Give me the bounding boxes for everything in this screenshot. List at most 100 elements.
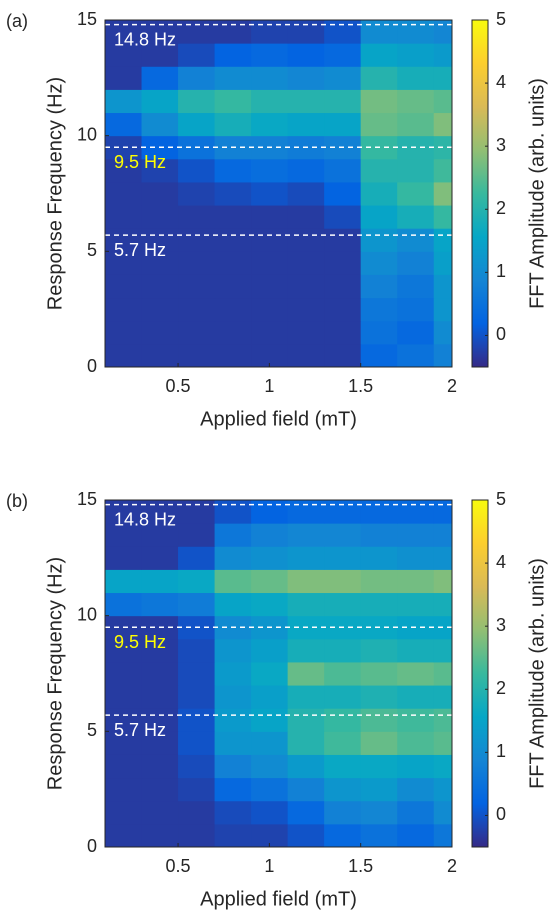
heatmap-cell bbox=[141, 823, 179, 848]
heatmap-cell bbox=[141, 181, 179, 206]
heatmap-cell bbox=[433, 135, 453, 160]
heatmap-cell bbox=[105, 20, 143, 44]
heatmap-cell bbox=[287, 343, 325, 368]
heatmap-cell bbox=[178, 546, 216, 570]
heatmap-cell bbox=[141, 777, 179, 802]
heatmap-cell bbox=[214, 592, 252, 617]
heatmap-cell bbox=[287, 685, 325, 709]
heatmap-cell bbox=[178, 661, 216, 686]
heatmap-cell bbox=[251, 158, 289, 183]
heatmap-cell bbox=[433, 546, 453, 570]
heatmap-cell bbox=[397, 112, 435, 137]
heatmap-cell bbox=[178, 112, 216, 137]
heatmap-cell bbox=[251, 66, 289, 90]
heatmap-cell bbox=[178, 20, 216, 44]
heatmap-cell bbox=[178, 320, 216, 345]
heatmap-cell bbox=[324, 20, 362, 44]
heatmap-cell bbox=[397, 592, 435, 617]
heatmap-cell bbox=[433, 823, 453, 848]
heatmap-cell bbox=[251, 685, 289, 709]
heatmap-cell bbox=[433, 43, 453, 67]
reference-label: 5.7 Hz bbox=[114, 240, 166, 260]
heatmap-cell bbox=[251, 638, 289, 663]
heatmap-cell bbox=[214, 777, 252, 802]
heatmap-cell bbox=[141, 297, 179, 322]
heatmap-cell bbox=[251, 754, 289, 779]
heatmap-cell bbox=[214, 297, 252, 322]
heatmap-cell bbox=[214, 823, 252, 848]
heatmap-cell bbox=[397, 297, 435, 322]
heatmap-cell bbox=[214, 523, 252, 547]
heatmap-cell bbox=[433, 251, 453, 275]
heatmap-cell bbox=[287, 320, 325, 345]
heatmap-cell bbox=[397, 754, 435, 779]
heatmap-cell bbox=[433, 343, 453, 368]
heatmap-cell bbox=[360, 500, 398, 524]
heatmap-cell bbox=[105, 569, 143, 594]
heatmap-cell bbox=[433, 274, 453, 299]
heatmap-cell bbox=[433, 731, 453, 755]
heatmap-cell bbox=[397, 546, 435, 570]
heatmap-cell bbox=[324, 731, 362, 755]
colorbar-tick-label: 3 bbox=[496, 615, 506, 635]
heatmap-cell bbox=[433, 800, 453, 825]
heatmap-cell bbox=[178, 251, 216, 275]
heatmap-cell bbox=[433, 615, 453, 640]
heatmap-cell bbox=[324, 661, 362, 686]
heatmap-cell bbox=[251, 112, 289, 137]
y-tick-label: 10 bbox=[77, 124, 97, 144]
heatmap-cell bbox=[287, 777, 325, 802]
heatmap-cell bbox=[105, 754, 143, 779]
heatmap-cell bbox=[214, 181, 252, 206]
heatmap-cell bbox=[324, 638, 362, 663]
colorbar-tick-label: 4 bbox=[496, 72, 506, 92]
heatmap-cell bbox=[178, 66, 216, 90]
heatmap-cell bbox=[141, 205, 179, 229]
heatmap-cell bbox=[105, 592, 143, 617]
heatmap-cell bbox=[214, 89, 252, 114]
heatmap-cell bbox=[178, 297, 216, 322]
heatmap-cell bbox=[397, 569, 435, 594]
heatmap-cell bbox=[433, 708, 453, 732]
heatmap-cell bbox=[141, 800, 179, 825]
heatmap-cell bbox=[178, 592, 216, 617]
heatmap-cell bbox=[360, 158, 398, 183]
heatmap-cell bbox=[433, 205, 453, 229]
heatmap-cell bbox=[178, 777, 216, 802]
heatmap-cell bbox=[105, 43, 143, 67]
heatmap-cell bbox=[360, 546, 398, 570]
heatmap-cell bbox=[433, 89, 453, 114]
heatmap-cell bbox=[397, 638, 435, 663]
heatmap-cell bbox=[178, 685, 216, 709]
heatmap-cell bbox=[287, 731, 325, 755]
heatmap-cell bbox=[251, 800, 289, 825]
x-tick-label: 1.5 bbox=[348, 856, 373, 876]
x-tick-label: 1 bbox=[264, 856, 274, 876]
heatmap-cell bbox=[324, 523, 362, 547]
heatmap-cell bbox=[324, 228, 362, 252]
heatmap-cell bbox=[397, 158, 435, 183]
heatmap-cell bbox=[397, 523, 435, 547]
heatmap-cell bbox=[287, 708, 325, 732]
heatmap-cell bbox=[324, 343, 362, 368]
heatmap-cell bbox=[141, 592, 179, 617]
heatmap-cell bbox=[178, 754, 216, 779]
heatmap-cell bbox=[287, 20, 325, 44]
colorbar-tick-label: 4 bbox=[496, 552, 506, 572]
heatmap-cell bbox=[141, 158, 179, 183]
heatmap-cell bbox=[324, 320, 362, 345]
heatmap-cell bbox=[105, 274, 143, 299]
heatmap-cell bbox=[141, 546, 179, 570]
heatmap-cell bbox=[105, 89, 143, 114]
heatmap-cell bbox=[360, 343, 398, 368]
heatmap-cell bbox=[433, 777, 453, 802]
heatmap-cell bbox=[324, 251, 362, 275]
colorbar-tick-label: 2 bbox=[496, 678, 506, 698]
heatmap-cell bbox=[178, 89, 216, 114]
heatmap-cell bbox=[324, 43, 362, 67]
heatmap-cell bbox=[287, 546, 325, 570]
heatmap-cell bbox=[251, 274, 289, 299]
heatmap-cell bbox=[287, 823, 325, 848]
heatmap-cell bbox=[324, 592, 362, 617]
